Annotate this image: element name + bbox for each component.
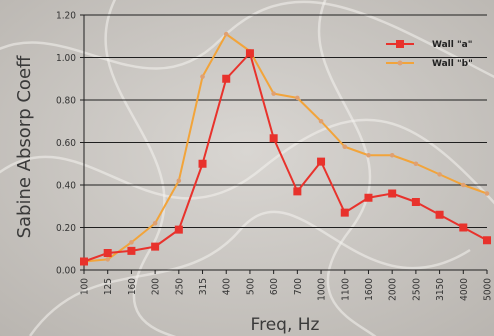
data-point-wall-a	[459, 223, 468, 232]
data-point-wall-a	[222, 74, 231, 83]
data-point-wall-b	[413, 161, 419, 167]
x-tick-label: 500	[245, 278, 256, 295]
data-point-wall-a	[364, 193, 373, 202]
y-axis-title: Sabine Absorp Coeff	[14, 55, 35, 238]
data-point-wall-b	[295, 95, 300, 101]
data-point-wall-b	[437, 172, 442, 177]
data-point-wall-a	[293, 187, 302, 196]
x-tick-label: 2500	[411, 278, 422, 301]
x-tick-label: 4000	[459, 278, 470, 301]
legend-marker-wall-a	[396, 40, 404, 48]
data-point-wall-a	[80, 257, 88, 266]
data-point-wall-b	[389, 152, 395, 158]
data-point-wall-a	[388, 189, 397, 198]
data-point-wall-a	[483, 236, 491, 245]
gridlines	[84, 14, 487, 228]
data-point-wall-a	[127, 246, 136, 255]
x-tick-label: 400	[222, 278, 233, 295]
y-tick-label: 1.00	[56, 53, 76, 64]
x-tick-label: 315	[198, 278, 209, 295]
x-tick-label: 1000	[317, 278, 328, 301]
y-tick-label: 0.20	[56, 223, 76, 234]
x-tick-label: 2000	[388, 278, 399, 301]
data-point-wall-a	[103, 249, 112, 257]
data-point-wall-a	[174, 225, 183, 234]
y-tick-label: 1.20	[56, 11, 76, 22]
series-line-wall-b	[83, 33, 488, 263]
data-point-wall-b	[318, 118, 324, 124]
y-tick-label: 0.60	[56, 138, 76, 149]
x-tick-label: 1600	[364, 278, 375, 301]
legend-label-wall-b: Wall "b"	[432, 59, 473, 69]
x-tick-label: 700	[293, 278, 304, 295]
data-point-wall-a	[151, 242, 160, 251]
data-point-wall-b	[460, 182, 466, 188]
x-tick-label: 250	[174, 278, 185, 295]
data-point-wall-b	[129, 240, 134, 245]
x-axis-title: Freq, Hz	[251, 315, 320, 335]
data-point-wall-b	[366, 152, 371, 158]
data-point-wall-a	[317, 157, 326, 166]
axes	[80, 14, 488, 274]
x-tick-label: 1100	[340, 278, 351, 301]
data-point-wall-b	[200, 74, 205, 79]
data-point-wall-b	[342, 144, 348, 150]
data-point-wall-b	[271, 91, 276, 96]
x-tick-labels: 100 125 160 200 250 315 400 500 600 700 1000 1100 16…	[80, 278, 494, 301]
y-tick-label: 0.40	[56, 181, 76, 192]
y-tick-label: 0.80	[56, 96, 76, 107]
data-point-wall-a	[198, 159, 207, 168]
legend: Wall "a" Wall "b"	[386, 40, 473, 69]
data-point-wall-a	[435, 210, 444, 219]
x-tick-label: 160	[127, 278, 138, 295]
x-tick-label: 5000	[483, 278, 494, 301]
data-point-wall-a	[245, 49, 254, 58]
legend-label-wall-a: Wall "a"	[432, 40, 472, 50]
series-layer	[80, 31, 491, 266]
data-point-wall-a	[411, 198, 420, 206]
data-point-wall-b	[176, 178, 182, 184]
data-point-wall-a	[269, 134, 278, 143]
x-tick-label: 600	[269, 278, 280, 295]
x-tick-label: 125	[103, 278, 114, 295]
y-tick-labels: 0.00 0.20 0.40 0.60 0.80 1.00 1.20	[56, 11, 76, 277]
x-tick-label: 100	[80, 278, 91, 295]
y-tick-label: 0.00	[56, 266, 76, 277]
data-point-wall-a	[340, 208, 349, 217]
legend-marker-wall-b	[397, 60, 403, 66]
data-point-wall-b	[105, 257, 111, 262]
x-tick-label: 3150	[435, 278, 446, 301]
data-point-wall-b	[152, 220, 158, 226]
data-point-wall-b	[484, 191, 490, 196]
data-point-wall-b	[223, 31, 229, 37]
x-tick-label: 200	[151, 278, 162, 295]
